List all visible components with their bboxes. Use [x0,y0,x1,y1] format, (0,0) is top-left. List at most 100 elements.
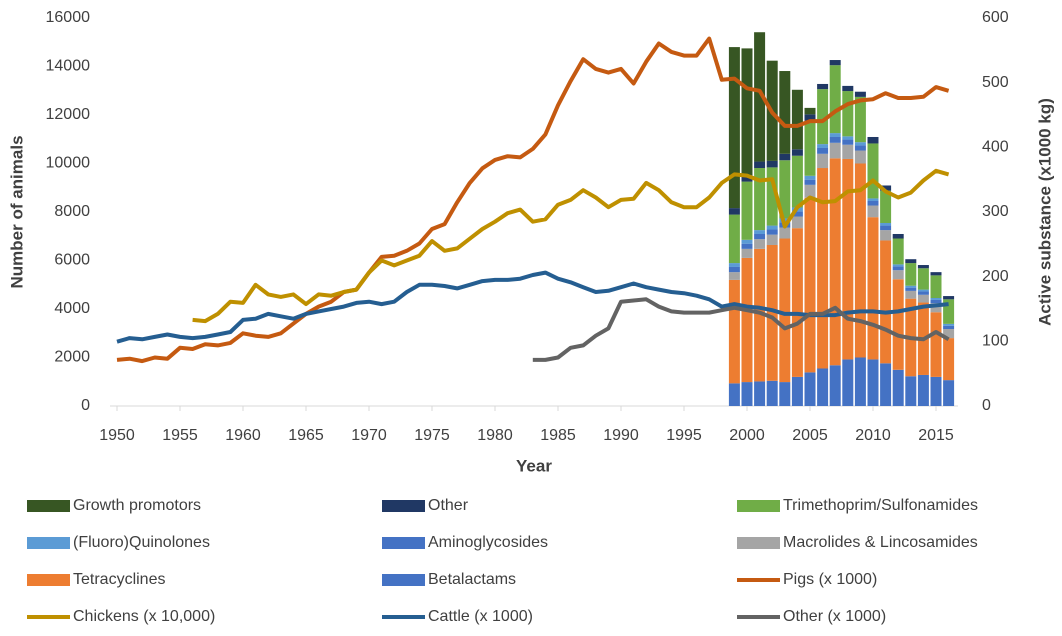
bar-segment [728,272,740,280]
bar-segment [930,303,942,313]
bar-segment [804,114,816,121]
legend-swatch [27,574,70,586]
legend-label: Pigs (x 1000) [783,571,877,588]
bar-segment [930,299,942,304]
bar-segment [842,91,854,137]
bar-segment [804,197,816,373]
x-tick-label: 1990 [603,427,639,444]
bar-segment [880,363,892,406]
y-tick-label: 2000 [54,349,90,366]
y-tick-label: 6000 [54,252,90,269]
x-tick-label: 2000 [729,427,765,444]
bar-segment [905,285,917,288]
bar-segment [741,382,753,406]
bar-segment [791,376,803,406]
bar-segment [791,89,803,150]
bar-segment [817,144,829,148]
bar-segment [817,83,829,90]
bar-segment [728,383,740,406]
y2-tick-label: 100 [982,333,1009,350]
bar-segment [867,359,879,406]
bar-segment [804,184,816,198]
bar-segment [867,136,879,144]
bar-segment [917,268,929,290]
bar-segment [829,365,841,406]
bar-segment [741,48,753,176]
y-tick-label: 12000 [46,106,91,123]
legend-label: Growth promotors [73,497,201,514]
bar-segment [842,139,854,145]
bar-segment [754,239,766,249]
bar-segment [728,263,740,267]
bar-segment [917,294,929,303]
bar-segment [766,167,778,226]
legend-label: Other [428,497,469,514]
legend-swatch [27,537,70,549]
x-tick-label: 2005 [792,427,828,444]
y-tick-label: 16000 [46,9,91,26]
bar-segment [779,382,791,406]
x-tick-label: 1950 [99,427,135,444]
bar-segment [842,136,854,140]
bar-segment [854,163,866,358]
y2-axis-title: Active substance (x1000 kg) [1035,98,1054,326]
bar-segment [892,238,904,265]
bar-segment [854,145,866,151]
x-tick-label: 1985 [540,427,576,444]
y-tick-label: 0 [81,397,90,414]
line-series [192,168,950,324]
x-tick-label: 1975 [414,427,450,444]
bar-segment [728,47,740,209]
bar-segment [842,144,854,159]
bar-segment [754,233,766,240]
bar-segment [917,374,929,406]
legend-label: Other (x 1000) [783,608,886,625]
bar-segment [880,240,892,364]
bar-segment [943,296,955,300]
bar-segment [741,257,753,383]
bar-segment [930,298,942,300]
bar-segment [804,107,816,115]
bar-segment [829,158,841,366]
bar-segment [867,205,879,218]
x-tick-label: 1995 [666,427,702,444]
bar-segment [791,228,803,377]
legend-label: (Fluoro)Quinolones [73,534,210,551]
bar-segment [905,259,917,264]
legend-label: Chickens (x 10,000) [73,608,215,625]
bar-segment [880,185,892,191]
bar-segment [779,160,791,219]
bar-segment [754,32,766,162]
y-tick-label: 10000 [46,155,91,172]
bar-segment [943,323,955,326]
bar-segment [867,198,879,202]
bar-segment [754,168,766,231]
bar-segment [917,265,929,269]
legend-label: Cattle (x 1000) [428,608,533,625]
bar-segment [905,376,917,406]
bar-segment [741,181,753,240]
bar-segment [867,217,879,360]
legend-label: Aminoglycosides [428,534,548,551]
bar-segment [930,272,942,276]
bar-segment [943,338,955,381]
bar-segment [766,225,778,230]
bar-segment [728,266,740,273]
bar-segment [791,216,803,229]
x-axis-title: Year [516,456,552,475]
bar-segment [728,279,740,384]
bar-segment [804,372,816,406]
bar-segment [892,264,904,267]
legend-swatch [27,500,70,512]
bar-segment [892,369,904,406]
y2-tick-label: 300 [982,203,1009,220]
bar-segment [728,214,740,264]
bar-segment [842,85,854,92]
bar-segment [754,161,766,169]
bar-segment [917,289,929,292]
bar-segment [817,89,829,145]
bar-segment [943,299,955,324]
bar-segment [817,168,829,369]
bar-segment [779,71,791,154]
